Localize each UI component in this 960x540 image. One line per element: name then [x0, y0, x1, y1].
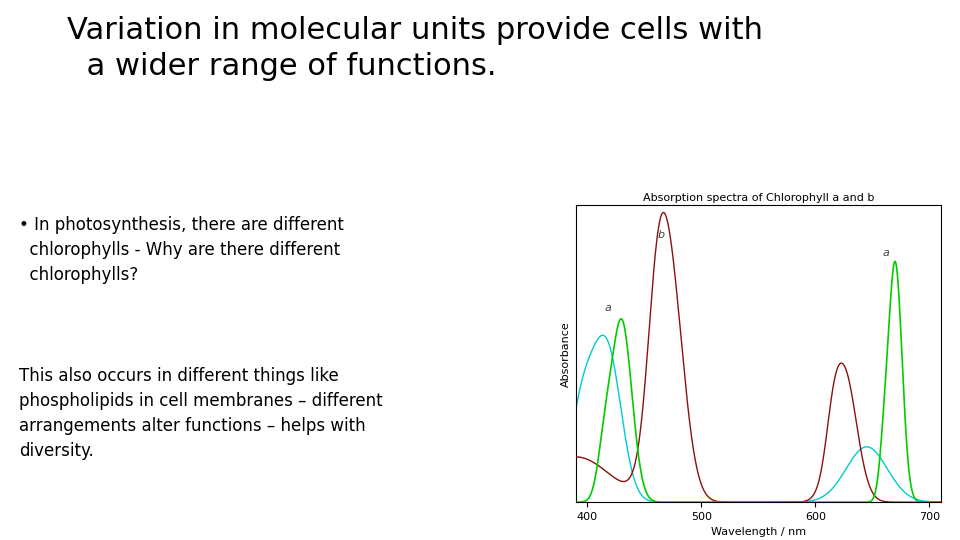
Title: Absorption spectra of Chlorophyll a and b: Absorption spectra of Chlorophyll a and … — [642, 193, 875, 203]
X-axis label: Wavelength / nm: Wavelength / nm — [710, 528, 806, 537]
Text: Variation in molecular units provide cells with
  a wider range of functions.: Variation in molecular units provide cel… — [67, 16, 763, 81]
Text: $a$: $a$ — [604, 303, 612, 313]
Text: $b$: $b$ — [658, 228, 666, 240]
Y-axis label: Absorbance: Absorbance — [561, 321, 570, 387]
Text: This also occurs in different things like
phospholipids in cell membranes – diff: This also occurs in different things lik… — [19, 367, 383, 460]
Text: $a$: $a$ — [882, 247, 890, 258]
Text: • In photosynthesis, there are different
  chlorophylls - Why are there differen: • In photosynthesis, there are different… — [19, 216, 344, 284]
